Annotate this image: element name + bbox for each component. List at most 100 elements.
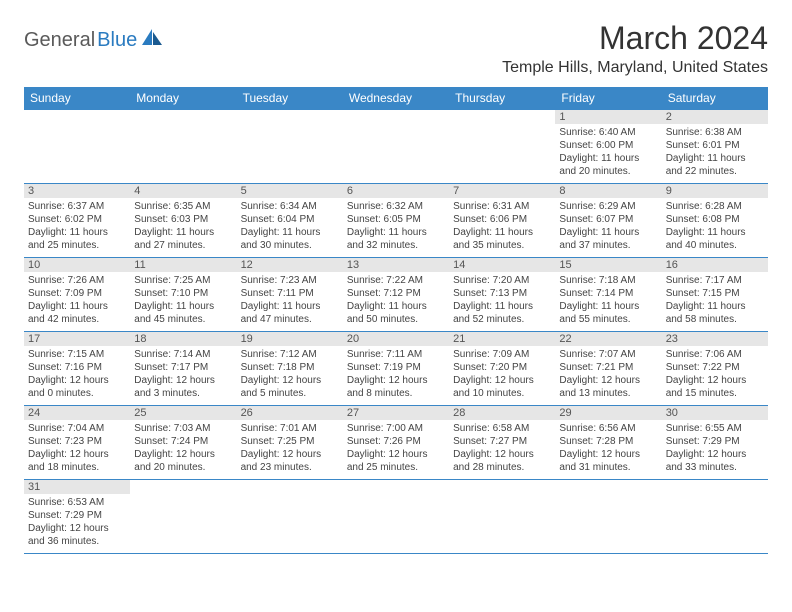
day-number: 5 <box>237 184 343 198</box>
day-content: Sunrise: 6:38 AMSunset: 6:01 PMDaylight:… <box>662 124 768 180</box>
logo-text-general: General <box>24 29 95 52</box>
day-number: 13 <box>343 258 449 272</box>
daylight-text: Daylight: 11 hours and 42 minutes. <box>28 300 126 326</box>
sunrise-text: Sunrise: 7:17 AM <box>666 274 764 287</box>
sunrise-text: Sunrise: 7:22 AM <box>347 274 445 287</box>
sunset-text: Sunset: 7:24 PM <box>134 435 232 448</box>
day-header: Wednesday <box>343 87 449 110</box>
sunrise-text: Sunrise: 7:18 AM <box>559 274 657 287</box>
day-content: Sunrise: 7:06 AMSunset: 7:22 PMDaylight:… <box>662 346 768 402</box>
day-number: 26 <box>237 406 343 420</box>
sunset-text: Sunset: 6:08 PM <box>666 213 764 226</box>
day-number: 28 <box>449 406 555 420</box>
calendar-cell: 24Sunrise: 7:04 AMSunset: 7:23 PMDayligh… <box>24 406 130 480</box>
sunset-text: Sunset: 7:20 PM <box>453 361 551 374</box>
day-number: 11 <box>130 258 236 272</box>
sunset-text: Sunset: 7:26 PM <box>347 435 445 448</box>
sunrise-text: Sunrise: 7:23 AM <box>241 274 339 287</box>
sunrise-text: Sunrise: 6:37 AM <box>28 200 126 213</box>
sunrise-text: Sunrise: 6:55 AM <box>666 422 764 435</box>
daylight-text: Daylight: 12 hours and 13 minutes. <box>559 374 657 400</box>
day-content: Sunrise: 6:31 AMSunset: 6:06 PMDaylight:… <box>449 198 555 254</box>
calendar-cell: 22Sunrise: 7:07 AMSunset: 7:21 PMDayligh… <box>555 332 661 406</box>
calendar-cell: 18Sunrise: 7:14 AMSunset: 7:17 PMDayligh… <box>130 332 236 406</box>
calendar-cell <box>237 110 343 184</box>
daylight-text: Daylight: 11 hours and 47 minutes. <box>241 300 339 326</box>
day-number: 16 <box>662 258 768 272</box>
daylight-text: Daylight: 12 hours and 0 minutes. <box>28 374 126 400</box>
calendar-cell <box>662 480 768 554</box>
sunrise-text: Sunrise: 6:38 AM <box>666 126 764 139</box>
sunrise-text: Sunrise: 7:00 AM <box>347 422 445 435</box>
day-number: 23 <box>662 332 768 346</box>
sunset-text: Sunset: 7:19 PM <box>347 361 445 374</box>
calendar-cell: 17Sunrise: 7:15 AMSunset: 7:16 PMDayligh… <box>24 332 130 406</box>
sunset-text: Sunset: 7:29 PM <box>28 509 126 522</box>
daylight-text: Daylight: 11 hours and 32 minutes. <box>347 226 445 252</box>
day-number: 21 <box>449 332 555 346</box>
calendar-cell: 7Sunrise: 6:31 AMSunset: 6:06 PMDaylight… <box>449 184 555 258</box>
day-number: 29 <box>555 406 661 420</box>
day-content: Sunrise: 7:01 AMSunset: 7:25 PMDaylight:… <box>237 420 343 476</box>
sunset-text: Sunset: 6:03 PM <box>134 213 232 226</box>
day-content: Sunrise: 7:03 AMSunset: 7:24 PMDaylight:… <box>130 420 236 476</box>
calendar-cell: 30Sunrise: 6:55 AMSunset: 7:29 PMDayligh… <box>662 406 768 480</box>
day-content: Sunrise: 6:55 AMSunset: 7:29 PMDaylight:… <box>662 420 768 476</box>
calendar-cell <box>449 110 555 184</box>
day-content: Sunrise: 6:40 AMSunset: 6:00 PMDaylight:… <box>555 124 661 180</box>
sunset-text: Sunset: 7:15 PM <box>666 287 764 300</box>
day-content: Sunrise: 7:12 AMSunset: 7:18 PMDaylight:… <box>237 346 343 402</box>
calendar-cell: 8Sunrise: 6:29 AMSunset: 6:07 PMDaylight… <box>555 184 661 258</box>
sunrise-text: Sunrise: 7:06 AM <box>666 348 764 361</box>
calendar-cell: 25Sunrise: 7:03 AMSunset: 7:24 PMDayligh… <box>130 406 236 480</box>
sunset-text: Sunset: 6:07 PM <box>559 213 657 226</box>
sunrise-text: Sunrise: 7:25 AM <box>134 274 232 287</box>
calendar-cell: 16Sunrise: 7:17 AMSunset: 7:15 PMDayligh… <box>662 258 768 332</box>
sunrise-text: Sunrise: 6:29 AM <box>559 200 657 213</box>
day-number: 31 <box>24 480 130 494</box>
sunrise-text: Sunrise: 7:07 AM <box>559 348 657 361</box>
sunset-text: Sunset: 7:09 PM <box>28 287 126 300</box>
day-number: 8 <box>555 184 661 198</box>
daylight-text: Daylight: 12 hours and 28 minutes. <box>453 448 551 474</box>
day-header-row: Sunday Monday Tuesday Wednesday Thursday… <box>24 87 768 110</box>
sunrise-text: Sunrise: 6:32 AM <box>347 200 445 213</box>
sunset-text: Sunset: 7:12 PM <box>347 287 445 300</box>
sunrise-text: Sunrise: 7:15 AM <box>28 348 126 361</box>
calendar-row: 10Sunrise: 7:26 AMSunset: 7:09 PMDayligh… <box>24 258 768 332</box>
location-text: Temple Hills, Maryland, United States <box>502 59 768 77</box>
sunset-text: Sunset: 7:23 PM <box>28 435 126 448</box>
day-number: 2 <box>662 110 768 124</box>
daylight-text: Daylight: 11 hours and 22 minutes. <box>666 152 764 178</box>
daylight-text: Daylight: 11 hours and 52 minutes. <box>453 300 551 326</box>
day-content: Sunrise: 7:25 AMSunset: 7:10 PMDaylight:… <box>130 272 236 328</box>
daylight-text: Daylight: 11 hours and 30 minutes. <box>241 226 339 252</box>
day-content: Sunrise: 7:09 AMSunset: 7:20 PMDaylight:… <box>449 346 555 402</box>
logo-text-blue: Blue <box>97 29 137 52</box>
day-header: Monday <box>130 87 236 110</box>
day-content: Sunrise: 7:11 AMSunset: 7:19 PMDaylight:… <box>343 346 449 402</box>
daylight-text: Daylight: 12 hours and 15 minutes. <box>666 374 764 400</box>
calendar-cell: 4Sunrise: 6:35 AMSunset: 6:03 PMDaylight… <box>130 184 236 258</box>
daylight-text: Daylight: 11 hours and 45 minutes. <box>134 300 232 326</box>
day-content: Sunrise: 7:07 AMSunset: 7:21 PMDaylight:… <box>555 346 661 402</box>
calendar-cell: 29Sunrise: 6:56 AMSunset: 7:28 PMDayligh… <box>555 406 661 480</box>
daylight-text: Daylight: 11 hours and 40 minutes. <box>666 226 764 252</box>
sunrise-text: Sunrise: 6:28 AM <box>666 200 764 213</box>
page-title: March 2024 <box>502 20 768 57</box>
calendar-cell: 2Sunrise: 6:38 AMSunset: 6:01 PMDaylight… <box>662 110 768 184</box>
day-content: Sunrise: 7:26 AMSunset: 7:09 PMDaylight:… <box>24 272 130 328</box>
day-number: 30 <box>662 406 768 420</box>
calendar-row: 24Sunrise: 7:04 AMSunset: 7:23 PMDayligh… <box>24 406 768 480</box>
sunset-text: Sunset: 7:16 PM <box>28 361 126 374</box>
calendar-cell: 21Sunrise: 7:09 AMSunset: 7:20 PMDayligh… <box>449 332 555 406</box>
calendar-row: 17Sunrise: 7:15 AMSunset: 7:16 PMDayligh… <box>24 332 768 406</box>
day-content: Sunrise: 6:28 AMSunset: 6:08 PMDaylight:… <box>662 198 768 254</box>
logo: General Blue <box>24 28 163 53</box>
day-header: Friday <box>555 87 661 110</box>
sunrise-text: Sunrise: 7:09 AM <box>453 348 551 361</box>
calendar-cell: 13Sunrise: 7:22 AMSunset: 7:12 PMDayligh… <box>343 258 449 332</box>
day-number: 4 <box>130 184 236 198</box>
day-content: Sunrise: 6:56 AMSunset: 7:28 PMDaylight:… <box>555 420 661 476</box>
calendar-row: 3Sunrise: 6:37 AMSunset: 6:02 PMDaylight… <box>24 184 768 258</box>
